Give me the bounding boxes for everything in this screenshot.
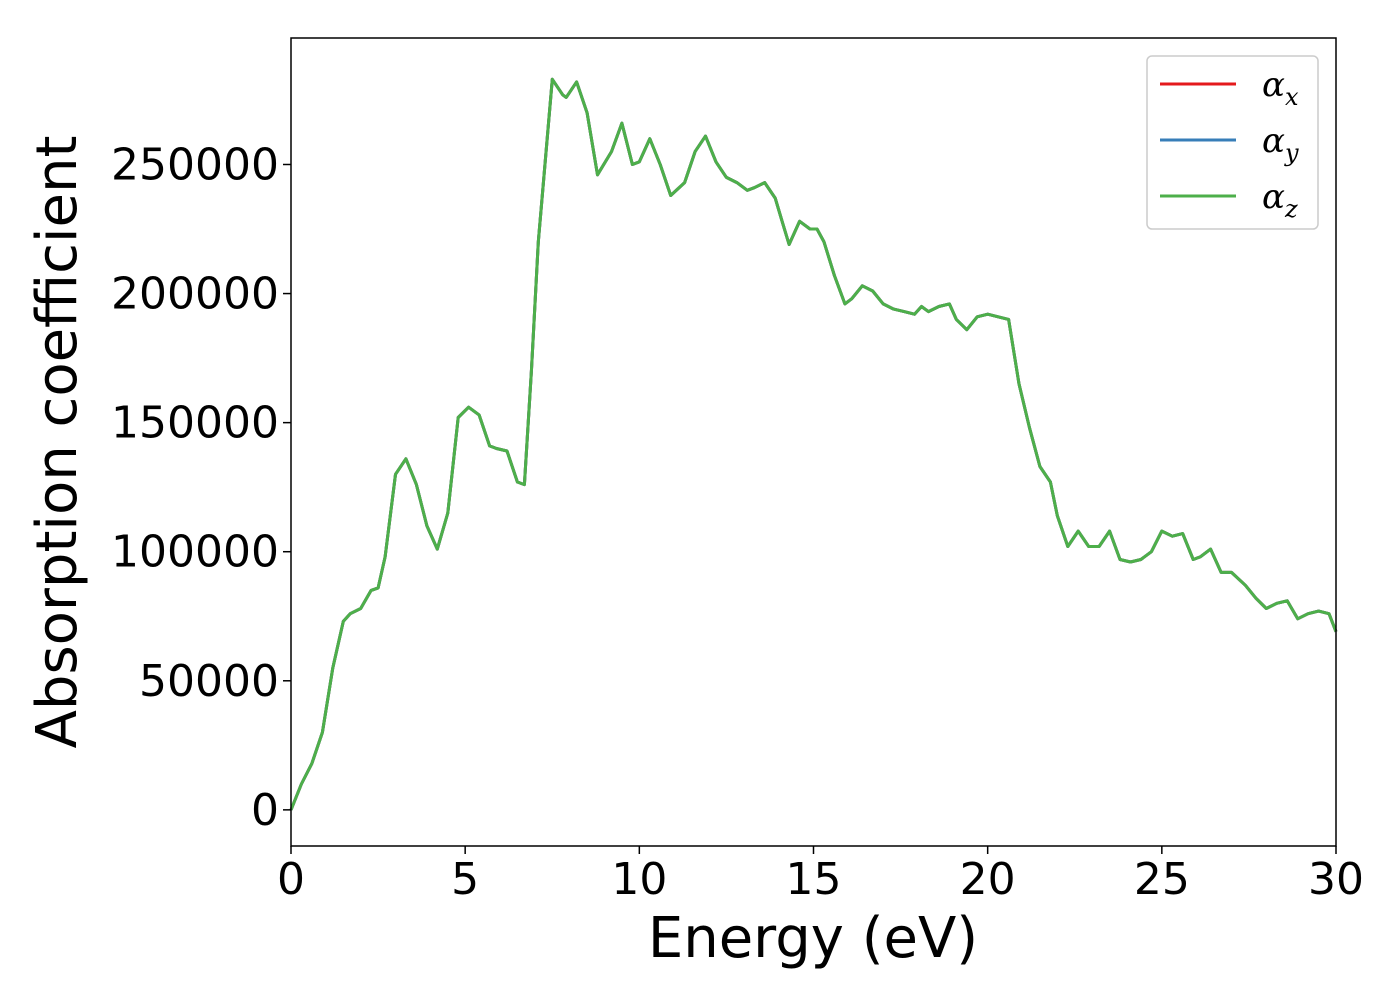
x-tick-label: 0 [277,854,305,905]
y-tick-label: 200000 [111,269,279,320]
x-tick-label: 10 [611,854,667,905]
x-tick-label: 25 [1134,854,1190,905]
series-layer [289,77,1338,811]
y-tick-label: 150000 [111,398,279,449]
legend-label-symbol: α [1262,121,1285,161]
legend-label-subscript: x [1285,83,1299,111]
legend-label-symbol: α [1262,177,1285,217]
y-tick-label: 0 [251,785,279,836]
legend-label-symbol: α [1262,65,1285,105]
y-tick-label: 250000 [111,139,279,190]
legend-label-alpha-x: αx [1262,65,1299,111]
legend-label-alpha-y: αy [1262,121,1299,167]
legend-box [1146,55,1319,230]
x-tick-label: 30 [1308,854,1364,905]
x-tick-label: 20 [960,854,1016,905]
x-axis: 0 5 10 15 20 25 30 [277,846,1364,905]
x-axis-label: Energy (eV) [648,906,978,971]
legend-label-alpha-z: αz [1262,177,1298,223]
y-tick-label: 100000 [111,527,279,578]
y-axis-label: Absorption coefficient [25,136,90,749]
x-tick-label: 5 [451,854,479,905]
series-line-alpha-z [289,77,1338,811]
y-tick-label: 50000 [139,656,279,707]
legend-label-subscript: z [1284,195,1298,223]
legend-label-subscript: y [1284,139,1299,167]
y-axis: 0 50000 100000 150000 200000 250000 [111,139,291,836]
x-tick-label: 15 [786,854,842,905]
